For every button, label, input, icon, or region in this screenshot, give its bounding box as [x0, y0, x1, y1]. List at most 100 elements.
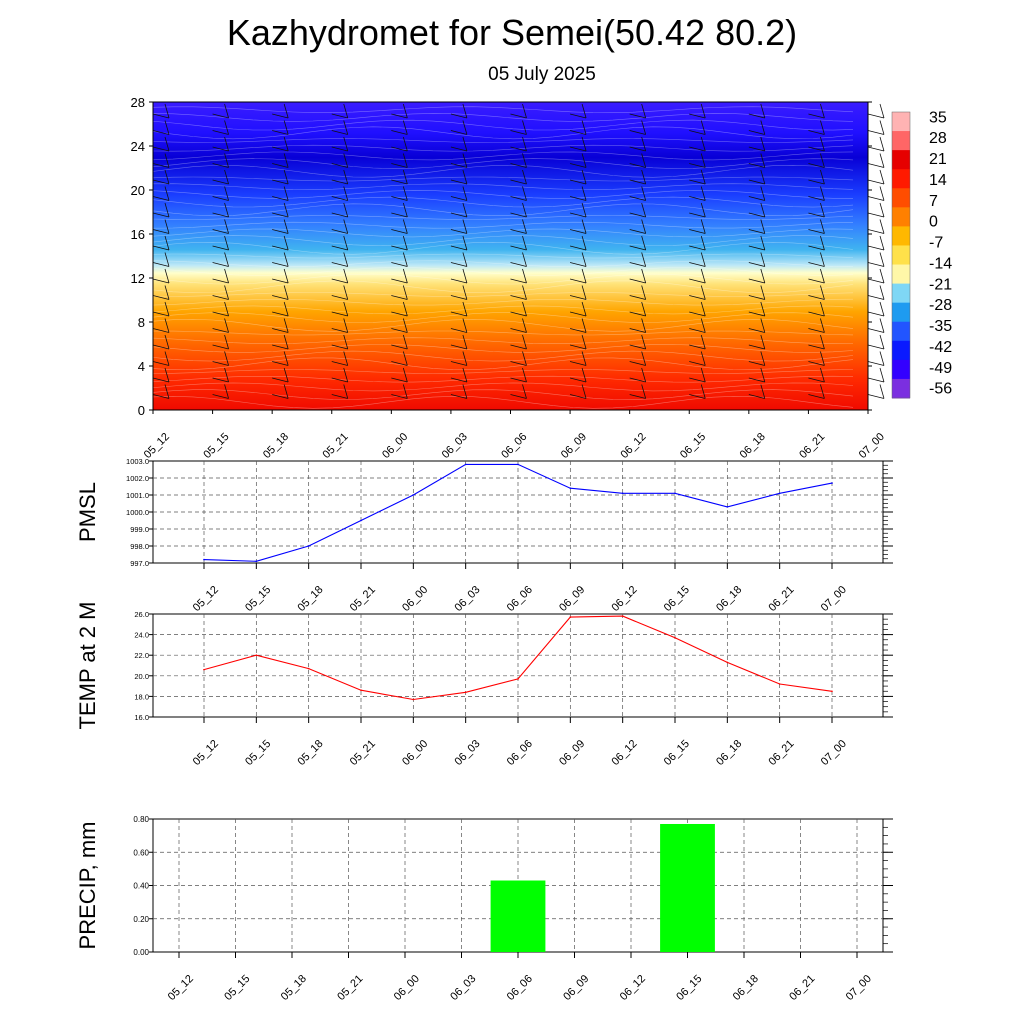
wind-barb — [331, 186, 349, 201]
heat-x-tick-label: 06_12 — [618, 431, 648, 461]
wind-barb — [212, 136, 229, 152]
wind-barb — [569, 235, 587, 251]
heat-x-tick-label: 06_21 — [797, 431, 827, 461]
wind-barb — [152, 318, 170, 333]
wind-barb — [450, 384, 468, 399]
wind-barb — [272, 153, 289, 168]
wind-barb — [629, 103, 647, 119]
heat-y-tick-label: 24 — [131, 139, 145, 154]
wind-barb — [689, 120, 706, 135]
heat-x-tick-label: 05_18 — [261, 431, 291, 461]
wind-barb — [391, 219, 408, 234]
x-tick-label: 05_15 — [243, 584, 273, 614]
colorbar-label: -21 — [929, 276, 952, 293]
wind-barb — [450, 318, 468, 333]
wind-barb — [510, 318, 527, 333]
wind-barb — [272, 219, 289, 234]
heat-x-tick-label: 06_18 — [738, 431, 768, 461]
wind-barb — [331, 318, 349, 333]
wind-barb — [510, 367, 527, 383]
wind-barb — [808, 235, 825, 251]
wind-barb — [629, 384, 647, 399]
data-point — [778, 683, 781, 685]
colorbar-swatch — [892, 378, 910, 399]
wind-barb — [391, 268, 408, 284]
heat-x-tick-label: 06_15 — [678, 431, 708, 461]
wind-barb — [510, 235, 527, 251]
data-point — [360, 519, 362, 522]
wind-barb — [748, 202, 766, 218]
contour-line — [152, 292, 854, 297]
x-tick-label: 06_18 — [714, 584, 744, 614]
data-point — [517, 463, 519, 466]
y-tick-label: 0.60 — [133, 848, 149, 857]
wind-barb — [331, 103, 349, 119]
wind-barb — [867, 202, 885, 218]
wind-barb — [629, 153, 647, 168]
x-tick-label: 06_09 — [557, 738, 587, 768]
x-tick-label: 06_03 — [452, 738, 482, 768]
colorbar-swatch — [892, 302, 910, 323]
colorbar-label: -56 — [929, 381, 952, 398]
contour-line — [152, 176, 854, 182]
heat-x-tick-label: 05_15 — [201, 431, 231, 461]
contour-line — [152, 267, 854, 276]
wind-barb — [689, 235, 706, 251]
wind-barb — [391, 367, 408, 383]
wind-barb — [331, 301, 349, 317]
data-point — [464, 691, 467, 694]
wind-barb — [510, 202, 527, 218]
x-tick-label: 05_15 — [222, 973, 252, 1003]
colorbar-swatch — [892, 150, 910, 170]
wind-barb — [331, 252, 349, 267]
wind-barb — [748, 169, 766, 185]
contour-line — [152, 228, 854, 238]
wind-barb — [867, 301, 885, 317]
heat-y-tick-label: 12 — [131, 271, 145, 286]
wind-barb — [569, 120, 587, 135]
wind-barb — [808, 120, 825, 135]
wind-barb — [748, 318, 766, 333]
data-point — [831, 690, 833, 693]
x-tick-label: 06_15 — [662, 738, 692, 768]
wind-barb — [212, 334, 229, 350]
wind-barb — [867, 334, 885, 350]
wind-barb — [629, 318, 647, 333]
wind-barb — [867, 169, 885, 185]
colorbar-label: -49 — [929, 360, 952, 377]
y-tick-label: 1000.0 — [126, 508, 149, 517]
wind-barb — [152, 285, 170, 300]
wind-barb — [689, 202, 706, 218]
contour-line — [152, 344, 854, 353]
colorbar-label: 0 — [929, 214, 938, 231]
wind-barb — [212, 384, 229, 399]
wind-barb — [629, 285, 647, 300]
wind-barb — [748, 235, 766, 251]
wind-barb — [391, 169, 408, 185]
y-axis-label: PRECIP, mm — [75, 822, 100, 950]
heat-x-tick-label: 06_00 — [380, 431, 410, 461]
wind-barb — [212, 301, 229, 317]
x-tick-label: 05_12 — [191, 738, 221, 768]
data-point — [726, 506, 729, 508]
contour-line — [152, 190, 853, 199]
wind-barb — [569, 301, 587, 317]
contour-line — [152, 183, 854, 191]
contour-line — [152, 350, 854, 362]
colorbar-swatch — [892, 112, 910, 132]
contour-line — [152, 215, 854, 220]
wind-barb — [272, 384, 289, 399]
wind-barb — [212, 235, 229, 251]
wind-barb — [331, 268, 349, 284]
wind-barb — [867, 268, 885, 284]
x-tick-label: 05_12 — [166, 973, 196, 1003]
contour-line — [152, 196, 854, 208]
heat-x-tick-label: 07_00 — [857, 431, 887, 461]
x-tick-label: 06_21 — [787, 973, 817, 1003]
heat-y-tick-label: 8 — [138, 315, 145, 330]
wind-barb — [629, 268, 647, 284]
wind-barb — [748, 186, 766, 201]
wind-barb — [272, 186, 289, 201]
wind-barb — [391, 235, 408, 251]
wind-barb — [152, 169, 170, 185]
